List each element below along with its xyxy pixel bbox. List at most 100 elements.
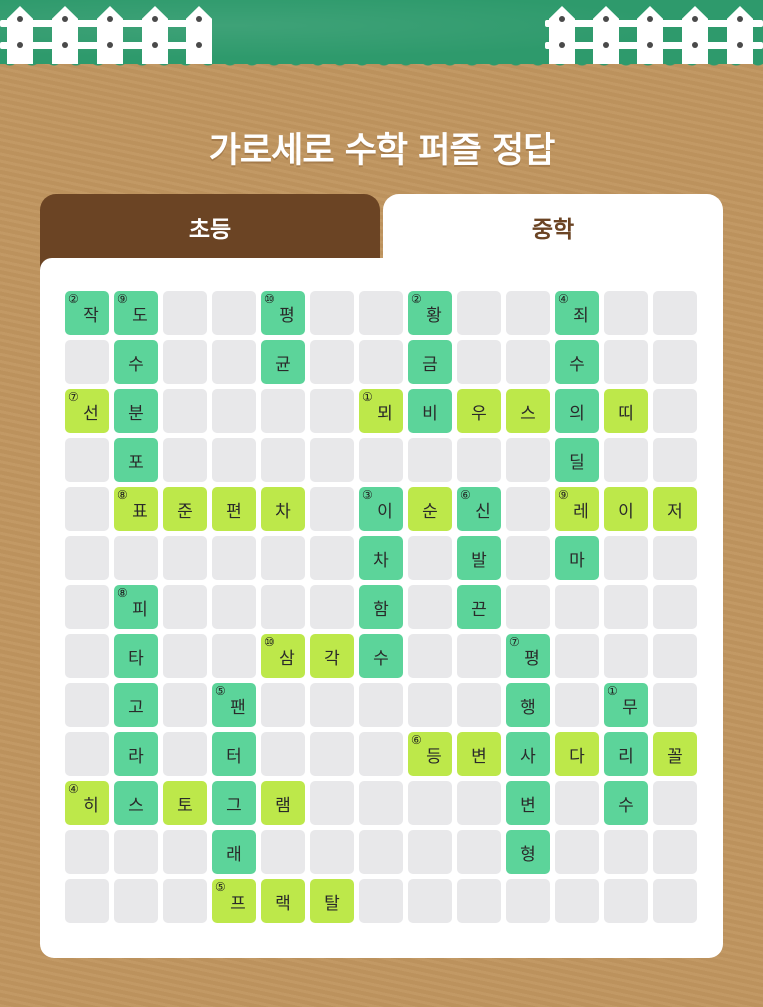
grid-cell-answer: 그 (212, 781, 256, 825)
grid-cell-empty (65, 683, 109, 727)
answer-letter: 수 (373, 648, 389, 669)
grid-cell-empty (310, 438, 354, 482)
answer-letter: 발 (471, 550, 487, 571)
grid-cell-answer: 끈 (457, 585, 501, 629)
grid-cell-empty (212, 340, 256, 384)
grid-cell-empty (653, 879, 697, 923)
grid-cell-empty (506, 536, 550, 580)
grid-cell-answer: 타 (114, 634, 158, 678)
answer-letter: 의 (569, 403, 585, 424)
grid-cell-empty (163, 879, 207, 923)
grid-cell-empty (359, 438, 403, 482)
grid-cell-answer: 포 (114, 438, 158, 482)
answer-letter: 피 (132, 599, 148, 620)
grid-cell-answer: 사 (506, 732, 550, 776)
answer-letter: 꼴 (667, 746, 683, 767)
grid-cell-empty (653, 536, 697, 580)
tab-middle-school[interactable]: 중학 (383, 194, 723, 260)
clue-number: ① (362, 390, 373, 404)
grid-cell-empty (653, 585, 697, 629)
grid-cell-empty (261, 389, 305, 433)
grid-cell-empty (65, 879, 109, 923)
grid-cell-answer: 우 (457, 389, 501, 433)
answer-letter: 변 (520, 795, 536, 816)
clue-number: ③ (362, 488, 373, 502)
grid-cell-empty (310, 487, 354, 531)
answer-letter: 평 (279, 305, 295, 326)
answer-letter: 평 (524, 648, 540, 669)
grid-cell-empty (65, 830, 109, 874)
grid-cell-empty (359, 340, 403, 384)
grid-cell-answer: 이 (604, 487, 648, 531)
grid-cell-answer: 수 (555, 340, 599, 384)
grid-cell-answer: 딜 (555, 438, 599, 482)
grid-cell-empty (604, 634, 648, 678)
answer-letter: 래 (226, 844, 242, 865)
grid-cell-empty (212, 585, 256, 629)
grid-cell-answer: 함 (359, 585, 403, 629)
answer-letter: 신 (475, 501, 491, 522)
grid-cell-empty (212, 438, 256, 482)
clue-number: ⑧ (117, 586, 128, 600)
grid-cell-empty (359, 683, 403, 727)
grid-cell-empty (408, 781, 452, 825)
grid-cell-empty (653, 634, 697, 678)
answer-letter: 작 (83, 305, 99, 326)
grid-cell-empty (359, 732, 403, 776)
answer-letter: 스 (128, 795, 144, 816)
grid-cell-empty (65, 585, 109, 629)
grid-cell-answer: 준 (163, 487, 207, 531)
tab-elementary[interactable]: 초등 (40, 194, 380, 260)
grid-cell-empty (310, 830, 354, 874)
grid-cell-answer: 탈 (310, 879, 354, 923)
answer-letter: 딜 (569, 452, 585, 473)
grid-cell-answer: 랙 (261, 879, 305, 923)
grid-cell-empty (163, 536, 207, 580)
grid-cell-empty (604, 830, 648, 874)
answer-letter: 변 (471, 746, 487, 767)
answer-letter: 우 (471, 403, 487, 424)
answer-letter: 수 (618, 795, 634, 816)
grid-cell-empty (163, 683, 207, 727)
grid-cell-answer: 형 (506, 830, 550, 874)
grid-cell-empty (163, 634, 207, 678)
answer-letter: 리 (618, 746, 634, 767)
grid-cell-empty (555, 781, 599, 825)
answer-letter: 프 (230, 893, 246, 914)
answer-letter: 타 (128, 648, 144, 669)
tab-middle-school-label: 중학 (531, 217, 575, 243)
answer-letter: 이 (377, 501, 393, 522)
fence-left (0, 0, 212, 64)
grid-cell-empty (65, 438, 109, 482)
grid-cell-answer: 각 (310, 634, 354, 678)
grid-cell-empty (359, 781, 403, 825)
clue-number: ② (411, 292, 422, 306)
grid-cell-empty (555, 830, 599, 874)
fence-right (545, 0, 763, 64)
grid-cell-empty (457, 683, 501, 727)
grid-cell-empty (261, 732, 305, 776)
grid-cell-empty (310, 536, 354, 580)
grid-cell-empty (114, 830, 158, 874)
grass-banner (0, 0, 763, 70)
answer-letter: 다 (569, 746, 585, 767)
answer-letter: 형 (520, 844, 536, 865)
grid-cell-empty (506, 585, 550, 629)
answer-letter: 순 (422, 501, 438, 522)
clue-number: ⑥ (411, 733, 422, 747)
grid-cell-empty (653, 830, 697, 874)
grid-cell-empty (163, 830, 207, 874)
clue-number: ② (68, 292, 79, 306)
grid-cell-answer: 수 (359, 634, 403, 678)
grid-cell-empty (310, 291, 354, 335)
answer-letter: 그 (226, 795, 242, 816)
answer-letter: 수 (569, 354, 585, 375)
grid-cell-answer: 편 (212, 487, 256, 531)
grid-cell-empty (212, 536, 256, 580)
